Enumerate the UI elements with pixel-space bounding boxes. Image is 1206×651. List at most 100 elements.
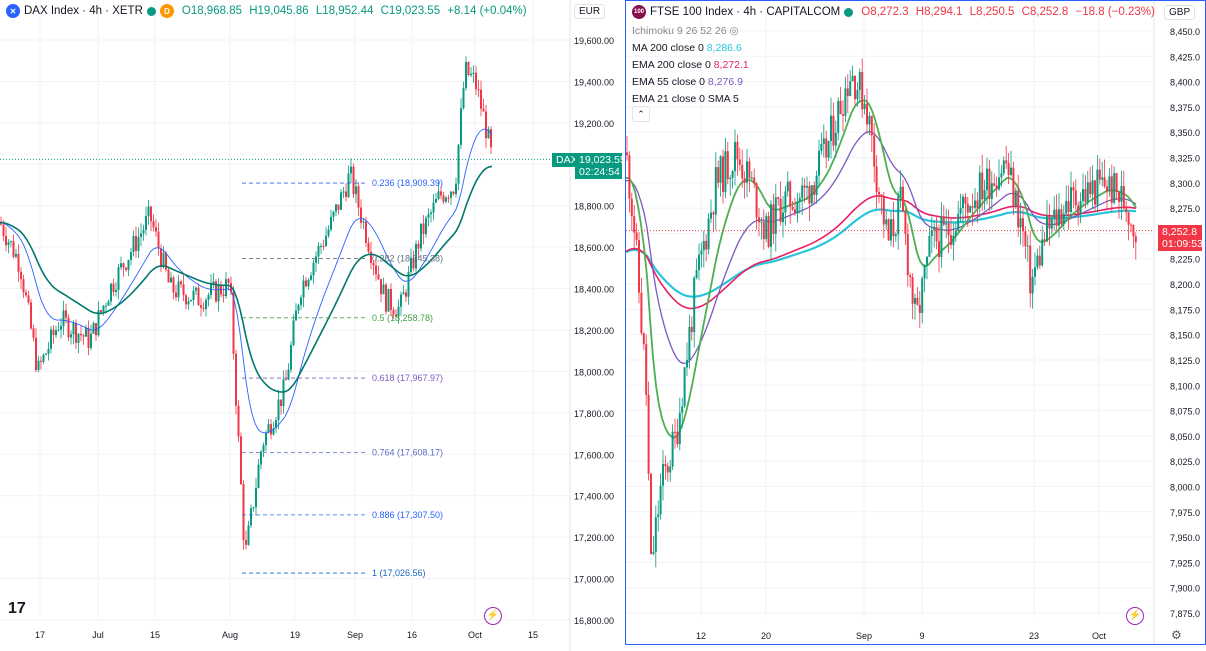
candle-body	[794, 209, 796, 214]
dax-symbol-title[interactable]: DAX Index · 4h · XETR	[24, 5, 143, 17]
candle-body	[904, 210, 907, 234]
candle-body	[112, 283, 115, 292]
candle-body	[1115, 173, 1118, 192]
candle-body	[652, 551, 655, 554]
candle-body	[197, 287, 200, 306]
candle-body	[115, 289, 117, 292]
y-axis-tick: 8,125.0	[1170, 356, 1200, 366]
indicator-ichimoku[interactable]: Ichimoku 9 26 52 26 ◎	[632, 25, 739, 37]
y-axis-tick: 8,175.0	[1170, 305, 1200, 315]
candle-body	[240, 436, 242, 485]
candle-body	[97, 310, 100, 336]
fib-level-label: 0.886 (17,307.50)	[372, 510, 443, 520]
candle-body	[472, 72, 475, 74]
dax-chart-canvas[interactable]: 19,600.0019,400.0019,200.0019,000.0018,8…	[0, 0, 622, 651]
candle-body	[746, 161, 748, 183]
candle-body	[719, 156, 722, 183]
ftse-low: L8,250.5	[969, 6, 1015, 18]
candle-body	[177, 281, 180, 298]
bolt-icon[interactable]: ⚡	[1126, 607, 1144, 625]
candle-body	[192, 290, 195, 301]
candle-body	[167, 269, 170, 283]
candle-body	[1118, 191, 1120, 202]
candle-body	[998, 177, 1000, 190]
candle-body	[120, 263, 122, 268]
candle-body	[1043, 239, 1046, 242]
candle-body	[447, 197, 450, 199]
x-axis-tick: Sep	[856, 631, 872, 641]
candle-body	[978, 172, 981, 208]
candle-body	[307, 279, 310, 287]
gear-icon[interactable]: ⚙	[1171, 628, 1182, 642]
candle-body	[760, 221, 763, 223]
y-axis-tick: 8,075.0	[1170, 407, 1200, 417]
candle-body	[947, 223, 950, 236]
candle-body	[674, 431, 676, 433]
candle-body	[12, 241, 15, 257]
candle-body	[928, 236, 931, 257]
candle-body	[185, 295, 187, 305]
dax-chart-panel[interactable]: 19,600.0019,400.0019,200.0019,000.0018,8…	[0, 0, 622, 651]
candle-body	[257, 464, 260, 488]
candle-body	[17, 253, 20, 272]
fib-level-label: 1 (17,026.56)	[372, 568, 426, 578]
candle-body	[1077, 205, 1080, 215]
candle-body	[215, 281, 217, 302]
bolt-icon[interactable]: ⚡	[484, 607, 502, 625]
candle-body	[310, 275, 312, 280]
candle-body	[705, 240, 708, 250]
indicator-ma200[interactable]: MA 200 close 0 8,286.6	[632, 42, 742, 54]
eye-off-icon[interactable]: ◎	[729, 25, 739, 37]
y-axis-tick: 8,150.0	[1170, 331, 1200, 341]
ftse-chart-panel[interactable]: 8,450.0 8,425.0 8,400.0 8,375.0 8,350.0 8,325…	[625, 0, 1206, 645]
dax-close: C19,023.55	[380, 5, 441, 17]
candle-body	[1012, 167, 1015, 206]
candle-body	[190, 300, 192, 302]
indicator-ema55[interactable]: EMA 55 close 0 8,276.9	[632, 76, 743, 88]
indicator-ema200[interactable]: EMA 200 close 0 8,272.1	[632, 59, 749, 71]
candle-body	[82, 335, 85, 337]
candle-body	[633, 216, 636, 233]
candle-body	[827, 141, 830, 158]
y-axis-tick: 8,325.0	[1170, 154, 1200, 164]
candle-body	[107, 301, 110, 306]
dax-currency-button[interactable]: EUR	[574, 4, 606, 19]
candle-body	[1002, 160, 1005, 174]
candle-body	[640, 292, 643, 334]
candle-body	[7, 242, 10, 246]
candle-body	[741, 164, 744, 179]
candle-body	[475, 72, 477, 90]
candle-body	[666, 466, 669, 473]
candle-body	[875, 166, 878, 192]
candle-body	[357, 186, 360, 208]
candle-body	[1079, 201, 1082, 215]
y-axis-tick: 8,450.0	[1170, 27, 1200, 37]
candle-body	[880, 194, 883, 197]
candle-body	[470, 73, 472, 76]
candle-body	[387, 288, 390, 312]
candle-body	[1098, 169, 1101, 180]
candle-body	[938, 241, 940, 258]
candle-body	[315, 256, 317, 263]
candle-body	[890, 219, 892, 241]
candle-body	[1103, 177, 1106, 187]
ftse-symbol-title[interactable]: FTSE 100 Index · 4h · CAPITALCOM	[650, 6, 841, 18]
candle-body	[360, 207, 362, 223]
tradingview-logo-icon[interactable]: 17	[8, 600, 26, 617]
candle-body	[22, 279, 25, 293]
ftse-chart-canvas[interactable]: 8,450.0 8,425.0 8,400.0 8,375.0 8,350.0 8,325…	[626, 1, 1206, 645]
candle-body	[125, 267, 127, 270]
y-axis-tick: 8,200.0	[1170, 280, 1200, 290]
collapse-indicators-button[interactable]: ⌃	[632, 106, 650, 122]
dax-low: L18,952.44	[315, 5, 374, 17]
candle-body	[1122, 186, 1125, 209]
candle-body	[1031, 276, 1034, 294]
ftse-legend: 100 FTSE 100 Index · 4h · CAPITALCOM O8,…	[632, 5, 1159, 19]
candle-body	[969, 206, 972, 213]
indicator-ema21[interactable]: EMA 21 close 0 SMA 5	[632, 93, 739, 105]
candle-body	[145, 216, 147, 230]
ftse-currency-button[interactable]: GBP	[1164, 5, 1196, 20]
dax-change: +8.14 (+0.04%)	[447, 5, 527, 17]
candle-body	[367, 242, 370, 252]
candle-body	[362, 221, 365, 223]
